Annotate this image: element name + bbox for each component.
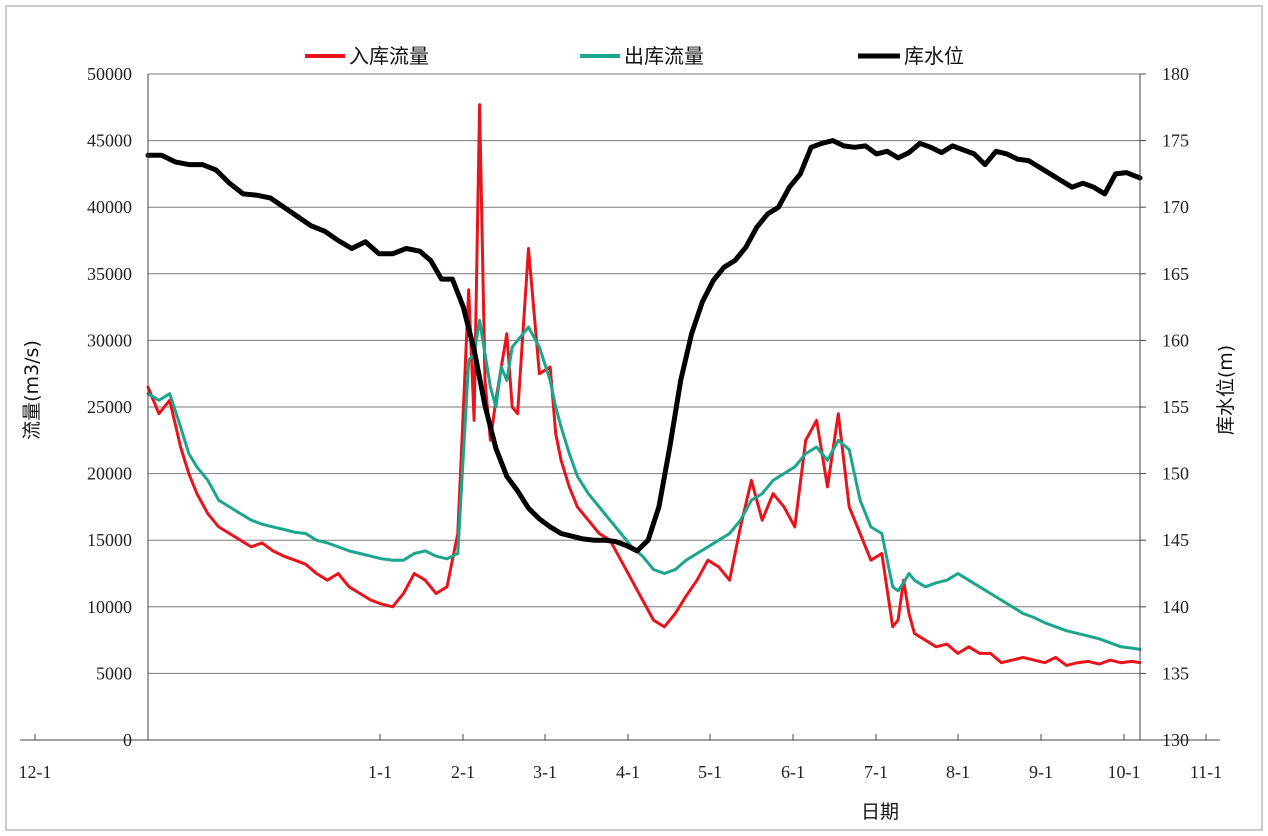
x-tick-label: 1-1 [368,762,392,782]
y-left-tick-label: 30000 [87,330,132,350]
y-right-tick-label: 165 [1162,264,1189,284]
x-tick-label: 6-1 [781,762,805,782]
x-tick-label: 4-1 [616,762,640,782]
x-tick-label: 10-1 [1108,762,1141,782]
y-left-tick-label: 0 [123,730,132,750]
legend: 入库流量 出库流量 库水位 [305,44,964,68]
series-line-1 [146,318,1142,651]
x-tick-label: 2-1 [451,762,475,782]
legend-label-outflow: 出库流量 [624,44,704,68]
x-tick-label: 5-1 [698,762,722,782]
series-line-2 [145,138,1143,554]
y-right-tick-label: 155 [1162,397,1189,417]
tick-labels: 0 5000 10000 15000 20000 25000 30000 35000 40000… [19,64,1223,782]
y-left-tick-label: 15000 [87,530,132,550]
axes [20,73,1220,741]
y-right-tick-label: 130 [1162,730,1189,750]
y-right-tick-label: 145 [1162,530,1189,550]
y-left-tick-label: 40000 [87,197,132,217]
y-left-tick-label: 45000 [87,131,132,151]
x-tick-label: 3-1 [533,762,557,782]
x-tick-label: 12-1 [19,762,52,782]
y-right-tick-label: 150 [1162,464,1189,484]
y-left-axis-title: 流量(m3/s) [21,340,43,440]
x-tick-label: 9-1 [1029,762,1053,782]
chart-frame [5,5,1263,831]
legend-label-inflow: 入库流量 [349,44,429,68]
y-right-tick-label: 135 [1162,663,1189,683]
series-line-0 [146,103,1142,667]
y-left-tick-label: 35000 [87,264,132,284]
y-left-tick-label: 5000 [96,663,132,683]
x-tick-label: 8-1 [946,762,970,782]
gridlines [148,73,1140,674]
y-right-tick-label: 175 [1162,131,1189,151]
x-tick-label: 7-1 [864,762,888,782]
x-tick-label: 11-1 [1190,762,1222,782]
x-axis-title: 日期 [861,801,899,823]
y-right-axis-title: 库水位(m) [1215,345,1237,435]
y-right-tick-label: 160 [1162,330,1189,350]
y-left-tick-label: 50000 [87,64,132,84]
series-layer [145,103,1143,667]
y-left-tick-label: 10000 [87,597,132,617]
y-left-tick-label: 25000 [87,397,132,417]
y-left-tick-label: 20000 [87,464,132,484]
y-right-tick-label: 170 [1162,197,1189,217]
legend-label-water-level: 库水位 [904,44,964,68]
y-right-tick-label: 140 [1162,597,1189,617]
y-right-tick-label: 180 [1162,64,1189,84]
